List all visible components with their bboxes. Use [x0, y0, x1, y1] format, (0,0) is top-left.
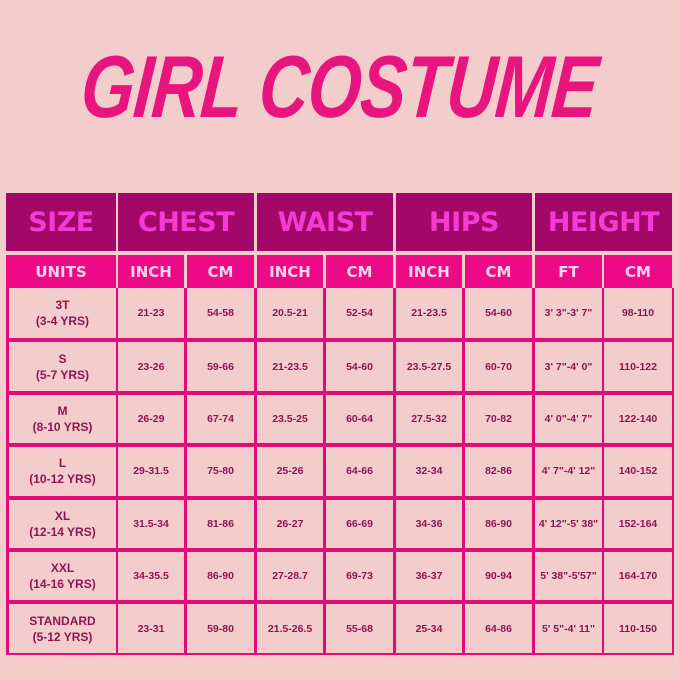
size-label: M: [57, 403, 68, 418]
table-cell: 32-34: [396, 447, 462, 496]
table-cell: 110-122: [604, 342, 672, 391]
table-cell: 67-74: [187, 394, 254, 444]
table-cell: 60-64: [326, 394, 393, 444]
table-cell: 54-58: [187, 288, 254, 339]
group-header-chest: CHEST: [118, 193, 254, 251]
age-range: (14-16 YRS): [29, 577, 96, 592]
size-cell: STANDARD (5-12 YRS): [9, 604, 116, 653]
table-cell: 20.5-21: [257, 288, 323, 339]
table-cell: 25-34: [396, 604, 462, 653]
page-title: GIRL COSTUME: [77, 37, 602, 136]
unit-header: INCH: [118, 255, 184, 288]
age-range: (5-12 YRS): [32, 629, 93, 644]
table-cell: 3' 7"-4' 0": [535, 342, 602, 391]
table-cell: 164-170: [604, 552, 672, 601]
table-cell: 81-86: [187, 499, 254, 548]
size-cell: 3T (3-4 YRS): [9, 288, 116, 339]
table-cell: 34-36: [396, 499, 462, 548]
table-cell: 23-31: [118, 604, 184, 653]
table-cell: 86-90: [465, 499, 532, 548]
unit-header: CM: [604, 255, 672, 288]
table-cell: 29-31.5: [118, 447, 184, 496]
table-cell: 110-150: [604, 604, 672, 653]
table-cell: 98-110: [604, 288, 672, 339]
unit-header: INCH: [257, 255, 323, 288]
table-cell: 90-94: [465, 552, 532, 601]
group-header-hips: HIPS: [396, 193, 532, 251]
table-cell: 66-69: [326, 499, 393, 548]
unit-header: CM: [187, 255, 254, 288]
unit-header: FT: [535, 255, 602, 288]
size-chart-table: 3T (3-4 YRS) 21-23 54-58 20.5-21 52-54 21-23.5…: [6, 193, 674, 655]
group-header-size: SIZE: [6, 193, 116, 251]
table-cell: 21-23.5: [396, 288, 462, 339]
table-cell: 27.5-32: [396, 394, 462, 444]
size-cell: M (8-10 YRS): [9, 394, 116, 444]
unit-header: UNITS: [6, 255, 116, 288]
table-cell: 21-23: [118, 288, 184, 339]
size-cell: XL (12-14 YRS): [9, 499, 116, 548]
table-cell: 52-54: [326, 288, 393, 339]
table-cell: 59-66: [187, 342, 254, 391]
table-cell: 23-26: [118, 342, 184, 391]
table-cell: 86-90: [187, 552, 254, 601]
table-cell: 4' 12"-5' 38": [535, 499, 602, 548]
table-cell: 69-73: [326, 552, 393, 601]
table-cell: 3' 3"-3' 7": [535, 288, 602, 339]
table-cell: 75-80: [187, 447, 254, 496]
size-label: STANDARD: [29, 613, 96, 628]
table-cell: 25-26: [257, 447, 323, 496]
unit-header: INCH: [396, 255, 462, 288]
table-cell: 122-140: [604, 394, 672, 444]
size-label: XL: [54, 508, 71, 523]
table-cell: 64-66: [326, 447, 393, 496]
size-cell: XXL (14-16 YRS): [9, 552, 116, 601]
table-cell: 64-86: [465, 604, 532, 653]
table-cell: 152-164: [604, 499, 672, 548]
age-range: (5-7 YRS): [35, 367, 90, 382]
table-cell: 26-29: [118, 394, 184, 444]
table-cell: 27-28.7: [257, 552, 323, 601]
table-cell: 31.5-34: [118, 499, 184, 548]
table-cell: 55-68: [326, 604, 393, 653]
table-cell: 60-70: [465, 342, 532, 391]
table-cell: 4' 7"-4' 12": [535, 447, 602, 496]
group-header-height: HEIGHT: [535, 193, 672, 251]
group-header-waist: WAIST: [257, 193, 393, 251]
size-label: L: [58, 456, 67, 471]
table-cell: 59-80: [187, 604, 254, 653]
table-cell: 54-60: [465, 288, 532, 339]
table-cell: 21.5-26.5: [257, 604, 323, 653]
table-cell: 23.5-25: [257, 394, 323, 444]
table-cell: 23.5-27.5: [396, 342, 462, 391]
table-body: 3T (3-4 YRS) 21-23 54-58 20.5-21 52-54 21-23.5…: [6, 288, 674, 655]
age-range: (3-4 YRS): [35, 314, 90, 329]
size-label: XXL: [50, 561, 75, 576]
table-cell: 34-35.5: [118, 552, 184, 601]
table-cell: 26-27: [257, 499, 323, 548]
age-range: (8-10 YRS): [32, 419, 93, 434]
table-cell: 82-86: [465, 447, 532, 496]
table-cell: 5' 5"-4' 11": [535, 604, 602, 653]
size-cell: S (5-7 YRS): [9, 342, 116, 391]
unit-header: CM: [326, 255, 393, 288]
unit-header: CM: [465, 255, 532, 288]
size-cell: L (10-12 YRS): [9, 447, 116, 496]
table-cell: 4' 0"-4' 7": [535, 394, 602, 444]
size-label: S: [58, 351, 67, 366]
table-cell: 54-60: [326, 342, 393, 391]
size-label: 3T: [55, 298, 70, 313]
table-cell: 21-23.5: [257, 342, 323, 391]
age-range: (10-12 YRS): [29, 472, 96, 487]
age-range: (12-14 YRS): [29, 524, 96, 539]
table-cell: 5' 38"-5'57": [535, 552, 602, 601]
table-cell: 70-82: [465, 394, 532, 444]
table-cell: 140-152: [604, 447, 672, 496]
table-cell: 36-37: [396, 552, 462, 601]
